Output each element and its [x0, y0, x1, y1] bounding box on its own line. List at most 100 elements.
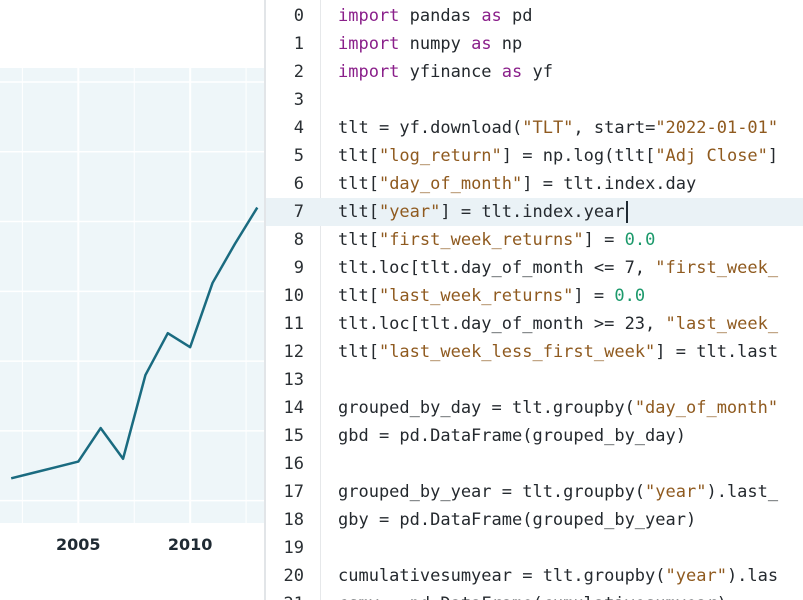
- code-token: "year": [378, 202, 441, 222]
- code-token: ]: [767, 146, 779, 166]
- line-chart: 2005 2010: [0, 68, 264, 554]
- code-token: ] = tlt.index.day: [522, 174, 697, 194]
- line-number: 8: [293, 230, 304, 250]
- line-code[interactable]: import pandas as pd: [338, 2, 533, 30]
- code-token: "log_return": [378, 146, 502, 166]
- code-token: pandas: [399, 6, 482, 26]
- line-number: 1: [293, 34, 304, 54]
- code-token: ] =: [573, 286, 615, 306]
- code-line[interactable]: 17 grouped_by_year = tlt.groupby("year").…: [266, 478, 803, 506]
- code-line[interactable]: 21 csmy = pd.DataFrame(cumulativesumyear): [266, 590, 803, 600]
- line-code[interactable]: tlt["first_week_returns"] = 0.0: [338, 226, 655, 254]
- code-token: import: [338, 62, 400, 82]
- code-line[interactable]: 7 tlt["year"] = tlt.index.year: [266, 198, 803, 226]
- code-token: "TLT": [522, 118, 574, 138]
- code-line[interactable]: 14 grouped_by_day = tlt.groupby("day_of_m…: [266, 394, 803, 422]
- code-token: as: [481, 6, 502, 26]
- pane-divider[interactable]: [264, 0, 266, 600]
- code-token: "first_week_returns": [378, 230, 584, 250]
- line-code[interactable]: tlt.loc[tlt.day_of_month <= 7, "first_we…: [338, 254, 778, 282]
- line-number: 3: [293, 90, 304, 110]
- line-code[interactable]: grouped_by_year = tlt.groupby("year").la…: [338, 478, 778, 506]
- gutter-border: [320, 0, 321, 600]
- code-line[interactable]: 19: [266, 534, 803, 562]
- line-code[interactable]: grouped_by_day = tlt.groupby("day_of_mon…: [338, 394, 778, 422]
- code-line[interactable]: 10 tlt["last_week_returns"] = 0.0: [266, 282, 803, 310]
- code-line[interactable]: 9 tlt.loc[tlt.day_of_month <= 7, "first_w…: [266, 254, 803, 282]
- code-token: ] = np.log(tlt[: [501, 146, 656, 166]
- code-token: tlt[: [338, 146, 379, 166]
- series-line: [10, 206, 259, 480]
- code-token: tlt[: [338, 230, 379, 250]
- code-token: "last_week_: [665, 314, 779, 334]
- code-token: tlt[: [338, 286, 379, 306]
- x-tick-label: 2005: [56, 535, 101, 554]
- line-number: 16: [283, 454, 304, 474]
- code-line[interactable]: 4 tlt = yf.download("TLT", start="2022-01…: [266, 114, 803, 142]
- code-line[interactable]: 16: [266, 450, 803, 478]
- line-code[interactable]: import yfinance as yf: [338, 58, 553, 86]
- code-token: grouped_by_year = tlt.groupby(: [338, 482, 646, 502]
- code-token: "day_of_month": [378, 174, 523, 194]
- code-token: yfinance: [399, 62, 502, 82]
- code-token: "year": [645, 482, 707, 502]
- line-code[interactable]: gbd = pd.DataFrame(grouped_by_day): [338, 422, 686, 450]
- code-line[interactable]: 12 tlt["last_week_less_first_week"] = tlt…: [266, 338, 803, 366]
- line-code[interactable]: tlt["day_of_month"] = tlt.index.day: [338, 170, 696, 198]
- line-number: 10: [283, 286, 304, 306]
- line-code[interactable]: tlt["last_week_returns"] = 0.0: [338, 282, 645, 310]
- code-line[interactable]: 1 import numpy as np: [266, 30, 803, 58]
- code-line[interactable]: 6 tlt["day_of_month"] = tlt.index.day: [266, 170, 803, 198]
- chart-pane: 2005 2010: [0, 0, 264, 600]
- plot-area: [0, 68, 264, 523]
- code-token: import: [338, 6, 400, 26]
- code-token: tlt[: [338, 342, 379, 362]
- code-editor[interactable]: 0 import pandas as pd 1 import numpy as np 2…: [266, 0, 803, 600]
- code-token: tlt.loc[tlt.day_of_month >= 23,: [338, 314, 666, 334]
- code-token: tlt[: [338, 174, 379, 194]
- line-code[interactable]: tlt["log_return"] = np.log(tlt["Adj Clos…: [338, 142, 778, 170]
- line-code[interactable]: import numpy as np: [338, 30, 522, 58]
- line-code[interactable]: tlt.loc[tlt.day_of_month >= 23, "last_we…: [338, 310, 778, 338]
- code-token: 0.0: [624, 230, 656, 250]
- line-code[interactable]: tlt["last_week_less_first_week"] = tlt.l…: [338, 338, 778, 366]
- line-number: 4: [293, 118, 304, 138]
- code-line[interactable]: 3: [266, 86, 803, 114]
- code-token: pd: [501, 6, 533, 26]
- code-line[interactable]: 18 gby = pd.DataFrame(grouped_by_year): [266, 506, 803, 534]
- code-token: "last_week_returns": [378, 286, 574, 306]
- code-line[interactable]: 13: [266, 366, 803, 394]
- code-line[interactable]: 11 tlt.loc[tlt.day_of_month >= 23, "last_…: [266, 310, 803, 338]
- code-line[interactable]: 0 import pandas as pd: [266, 2, 803, 30]
- code-token: np: [491, 34, 523, 54]
- line-code[interactable]: gby = pd.DataFrame(grouped_by_year): [338, 506, 696, 534]
- line-code[interactable]: tlt = yf.download("TLT", start="2022-01-…: [338, 114, 778, 142]
- code-token: "Adj Close": [655, 146, 768, 166]
- code-line[interactable]: 15 gbd = pd.DataFrame(grouped_by_day): [266, 422, 803, 450]
- line-number: 11: [283, 314, 304, 334]
- code-line[interactable]: 8 tlt["first_week_returns"] = 0.0: [266, 226, 803, 254]
- code-line[interactable]: 2 import yfinance as yf: [266, 58, 803, 86]
- code-token: as: [501, 62, 523, 82]
- line-code[interactable]: tlt["year"] = tlt.index.year: [338, 198, 628, 226]
- line-number: 6: [293, 174, 304, 194]
- code-token: "2022-01-01": [655, 118, 779, 138]
- line-number: 18: [283, 510, 304, 530]
- line-code[interactable]: csmy = pd.DataFrame(cumulativesumyear): [338, 590, 727, 600]
- code-line[interactable]: 20 cumulativesumyear = tlt.groupby("year"…: [266, 562, 803, 590]
- line-number: 13: [283, 370, 304, 390]
- line-number: 2: [293, 62, 304, 82]
- code-token: "first_week_: [655, 258, 779, 278]
- code-token: cumulativesumyear = tlt.groupby(: [338, 566, 666, 586]
- line-number: 20: [283, 566, 304, 586]
- code-token: csmy = pd.DataFrame(cumulativesumyear): [338, 594, 727, 600]
- line-number: 15: [283, 426, 304, 446]
- code-line[interactable]: 5 tlt["log_return"] = np.log(tlt["Adj Clo…: [266, 142, 803, 170]
- x-tick-label: 2010: [168, 535, 213, 554]
- line-number: 0: [293, 6, 304, 26]
- line-code[interactable]: cumulativesumyear = tlt.groupby("year").…: [338, 562, 778, 590]
- line-number: 12: [283, 342, 304, 362]
- code-token: tlt[: [338, 202, 379, 222]
- code-token: yf: [522, 62, 553, 82]
- code-token: ] = tlt.index.year: [440, 202, 625, 222]
